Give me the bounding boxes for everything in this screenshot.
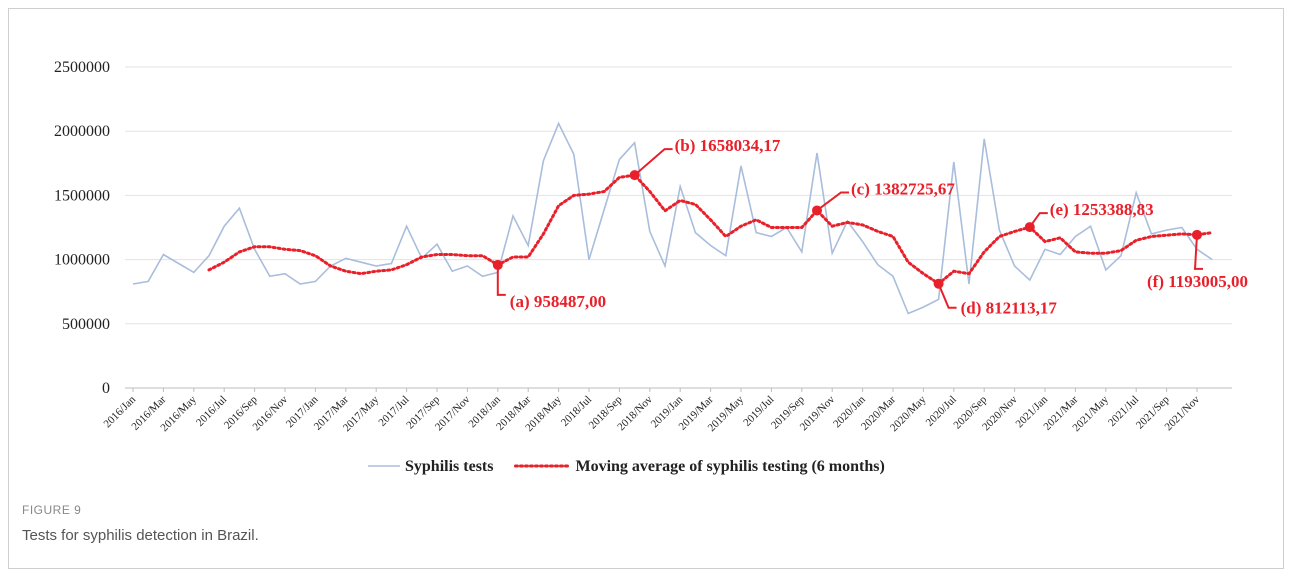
data-label: (a) 958487,00 xyxy=(510,292,606,311)
data-label: (e) 1253388,83 xyxy=(1050,200,1154,219)
highlight-point xyxy=(812,205,822,216)
data-label: (c) 1382725,67 xyxy=(851,179,955,198)
leader-line xyxy=(937,283,957,309)
y-tick-label: 0 xyxy=(102,380,110,397)
y-tick-label: 2500000 xyxy=(54,59,110,76)
leader-line xyxy=(496,264,506,296)
figure-caption: Tests for syphilis detection in Brazil. xyxy=(22,527,259,544)
highlight-point xyxy=(629,170,640,181)
leader-line xyxy=(633,148,673,176)
data-label: (f) 1193005,00 xyxy=(1147,272,1248,291)
figure-frame xyxy=(8,8,1284,569)
highlight-point xyxy=(492,259,503,270)
legend-label: Syphilis tests xyxy=(405,458,493,475)
leader-line xyxy=(1028,212,1048,228)
y-tick-label: 2000000 xyxy=(54,123,110,140)
legend-label: Moving average of syphilis testing (6 mo… xyxy=(575,458,884,475)
data-label: (d) 812113,17 xyxy=(961,299,1058,318)
highlight-point xyxy=(1024,222,1035,233)
y-tick-label: 1500000 xyxy=(54,187,110,204)
data-label: (b) 1658034,17 xyxy=(675,136,781,155)
highlight-point xyxy=(933,278,944,289)
leader-line xyxy=(1193,234,1203,270)
figure-label: FIGURE 9 xyxy=(22,503,81,517)
series-line xyxy=(207,173,1214,286)
series-line xyxy=(132,121,1213,315)
leader-line xyxy=(816,191,849,212)
highlight-point xyxy=(1192,229,1202,240)
y-tick-label: 500000 xyxy=(62,316,110,333)
y-tick-label: 1000000 xyxy=(54,252,110,269)
